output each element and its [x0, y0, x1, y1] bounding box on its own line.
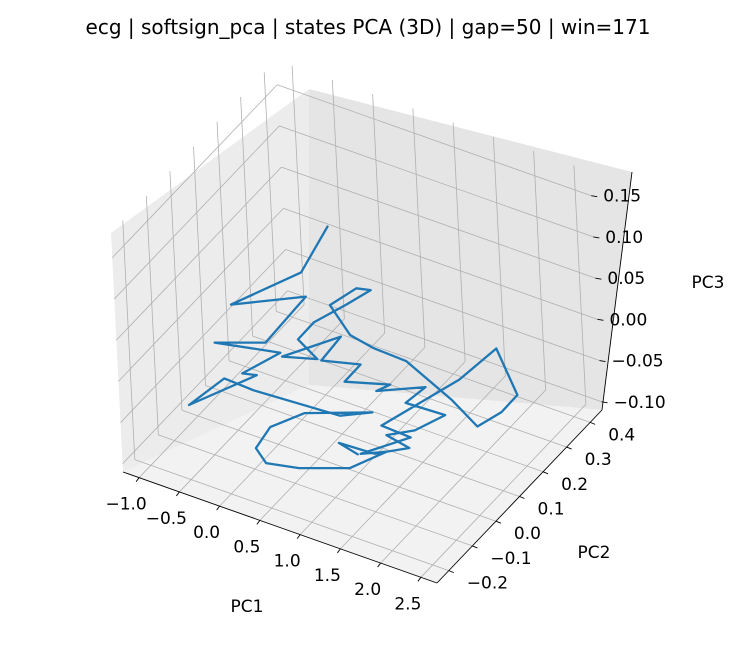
grid-line-y: [205, 385, 520, 497]
y-axis-label: PC2: [578, 543, 611, 563]
grid-line-y: [216, 121, 230, 361]
grid-line-y: [122, 220, 136, 460]
z-tick-mark: [595, 277, 602, 280]
grid-line-y: [134, 459, 449, 572]
y-tick-mark: [519, 496, 525, 499]
pane-right: [309, 89, 632, 410]
grid-lines: [111, 65, 602, 578]
x-axis-label: PC1: [231, 597, 264, 617]
x-tick-mark: [377, 562, 382, 568]
y-tick-label: 0.1: [538, 500, 565, 520]
z-axis-label: PC3: [692, 273, 725, 293]
x-tick-mark: [296, 534, 301, 539]
y-tick-mark: [542, 471, 549, 475]
series-line: [187, 225, 519, 470]
grid-line-y: [228, 360, 544, 473]
grid-line-z: [279, 125, 594, 238]
x-tick-label: 1.0: [274, 552, 301, 572]
x-tick-label: 2.0: [354, 580, 381, 600]
grid-line-x: [412, 108, 426, 348]
z-tick-mark: [599, 360, 606, 362]
z-tick-label: 0.10: [605, 228, 643, 248]
x-tick-mark: [256, 520, 261, 525]
grid-line-y: [145, 195, 159, 435]
x-tick-mark: [175, 491, 180, 497]
grid-line-z: [118, 208, 284, 382]
grid-line-x: [331, 79, 345, 319]
grid-line-x: [291, 65, 305, 305]
grid-line-y: [252, 335, 567, 448]
z-axis-line: [601, 171, 633, 411]
y-tick-mark: [566, 446, 572, 450]
x-tick-mark: [216, 505, 220, 511]
z-tick-label: 0.15: [603, 187, 641, 207]
x-tick-label: 1.5: [314, 566, 341, 586]
grid-line-y: [276, 310, 591, 423]
y-tick-label: −0.1: [490, 549, 531, 569]
grid-line-x: [533, 151, 547, 391]
x-axis-line: [122, 471, 438, 584]
z-tick-mark: [591, 195, 598, 198]
y-tick-mark: [590, 421, 596, 425]
grid-line-z: [122, 290, 288, 465]
x-tick-label: 0.5: [233, 537, 260, 557]
y-tick-label: 0.0: [514, 524, 541, 544]
grid-line-y: [263, 72, 277, 312]
y-tick-label: 0.3: [585, 450, 612, 470]
grid-line-z: [285, 249, 600, 361]
x-tick-mark: [337, 548, 341, 554]
grid-line-y: [169, 171, 183, 411]
grid-line-z: [111, 84, 278, 259]
x-tick-mark: [135, 477, 140, 482]
grid-line-x: [492, 136, 506, 376]
z-tick-label: 0.05: [607, 269, 645, 289]
grid-line-x: [573, 165, 587, 405]
grid-line-y: [158, 434, 473, 547]
z-tick-label: −0.05: [612, 352, 664, 372]
grid-line-z: [114, 125, 280, 300]
grid-line-z: [116, 166, 282, 341]
z-tick-mark: [597, 318, 604, 321]
y-tick-label: 0.2: [561, 475, 588, 495]
x-tick-label: 2.5: [394, 594, 421, 614]
y-tick-mark: [495, 520, 502, 524]
y-tick-label: 0.4: [608, 425, 635, 445]
y-tick-mark: [448, 570, 454, 574]
z-tick-mark: [593, 236, 600, 239]
y-tick-label: −0.2: [467, 574, 508, 594]
pane-left: [111, 89, 309, 472]
grid-line-x: [452, 122, 466, 362]
grid-line-x: [372, 94, 386, 334]
grid-line-z: [281, 166, 596, 279]
y-tick-mark: [472, 545, 478, 549]
grid-line-y: [193, 146, 206, 386]
pane-floor: [123, 385, 602, 583]
grid-line-z: [277, 84, 592, 197]
x-tick-label: −1.0: [105, 495, 146, 515]
z-tick-label: 0.00: [609, 310, 647, 330]
grid-line-z: [283, 207, 598, 320]
z-tick-label: −0.10: [614, 393, 666, 413]
chart-title: ecg | softsign_pca | states PCA (3D) | g…: [86, 15, 651, 39]
z-tick-mark: [601, 401, 608, 404]
x-tick-label: 0.0: [193, 523, 220, 543]
grid-line-y: [181, 409, 497, 522]
tick-labels: −1.0−0.5 0.0 0.5 1.0 1.5 2.0 2.5 −0.2 −0.1 0.0 0.1…: [105, 187, 665, 615]
grid-line-z: [120, 249, 286, 423]
x-tick-label: −0.5: [146, 509, 187, 529]
x-tick-mark: [417, 577, 422, 582]
